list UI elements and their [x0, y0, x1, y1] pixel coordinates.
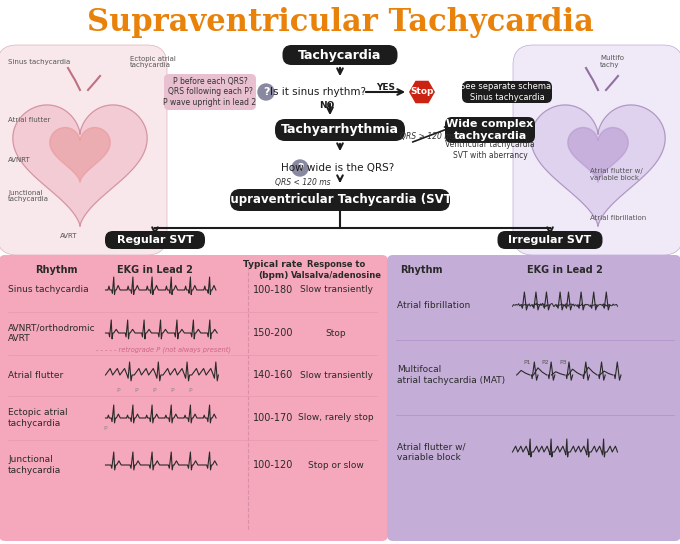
- Text: Sinus tachycardia: Sinus tachycardia: [8, 59, 70, 65]
- Text: Stop: Stop: [410, 88, 434, 96]
- Text: Multifo
tachy: Multifo tachy: [600, 55, 624, 69]
- Text: P: P: [170, 388, 174, 393]
- Text: How wide is the QRS?: How wide is the QRS?: [282, 163, 394, 173]
- FancyBboxPatch shape: [498, 231, 602, 249]
- FancyBboxPatch shape: [0, 255, 388, 541]
- Text: - - - - - retrograde P (not always present): - - - - - retrograde P (not always prese…: [95, 347, 231, 353]
- Text: P: P: [103, 425, 107, 430]
- Text: Tachyarrhythmia: Tachyarrhythmia: [281, 123, 399, 137]
- Polygon shape: [13, 105, 147, 226]
- FancyBboxPatch shape: [230, 189, 450, 211]
- Text: Slow transiently: Slow transiently: [299, 286, 373, 294]
- Text: 140-160: 140-160: [253, 370, 293, 380]
- Text: Atrial fibrillation: Atrial fibrillation: [397, 300, 471, 310]
- Text: Rhythm: Rhythm: [400, 265, 443, 275]
- Text: Tachycardia: Tachycardia: [299, 48, 381, 61]
- Circle shape: [292, 160, 308, 176]
- FancyBboxPatch shape: [282, 45, 398, 65]
- Text: Atrial flutter w/
variable block: Atrial flutter w/ variable block: [397, 442, 466, 462]
- Circle shape: [258, 84, 274, 100]
- Text: ?: ?: [296, 163, 303, 173]
- Text: P3: P3: [559, 360, 567, 364]
- Text: Supraventricular Tachycardia: Supraventricular Tachycardia: [86, 7, 594, 38]
- Text: Junctional
tachycardia: Junctional tachycardia: [8, 455, 61, 475]
- Text: Ventricular tachycardia
SVT with aberrancy: Ventricular tachycardia SVT with aberran…: [445, 140, 534, 160]
- Text: Ectopic atrial
tachycardia: Ectopic atrial tachycardia: [8, 409, 67, 428]
- Text: 150-200: 150-200: [253, 328, 293, 338]
- Text: EKG in Lead 2: EKG in Lead 2: [117, 265, 193, 275]
- Text: Multifocal
atrial tachycardia (MAT): Multifocal atrial tachycardia (MAT): [397, 366, 505, 385]
- Text: EKG in Lead 2: EKG in Lead 2: [527, 265, 603, 275]
- Polygon shape: [568, 127, 628, 182]
- Text: 100-170: 100-170: [253, 413, 293, 423]
- Text: Is it sinus rhythm?: Is it sinus rhythm?: [270, 87, 366, 97]
- Text: Atrial flutter: Atrial flutter: [8, 370, 63, 380]
- FancyBboxPatch shape: [462, 81, 552, 103]
- Text: Atrial flutter: Atrial flutter: [8, 117, 50, 123]
- Text: Supraventricular Tachycardia (SVT): Supraventricular Tachycardia (SVT): [222, 194, 458, 207]
- Polygon shape: [531, 105, 665, 226]
- Text: Sinus tachycardia: Sinus tachycardia: [8, 286, 88, 294]
- Text: Slow transiently: Slow transiently: [299, 370, 373, 380]
- Text: Slow, rarely stop: Slow, rarely stop: [299, 413, 374, 423]
- Text: Response to
Valsalva/adenosine: Response to Valsalva/adenosine: [290, 260, 381, 280]
- Text: P2: P2: [541, 360, 549, 364]
- FancyBboxPatch shape: [0, 45, 167, 255]
- FancyBboxPatch shape: [513, 45, 680, 255]
- Text: Junctional
tachycardia: Junctional tachycardia: [8, 189, 49, 202]
- Text: Stop: Stop: [326, 329, 346, 337]
- Text: P: P: [134, 388, 138, 393]
- FancyBboxPatch shape: [445, 117, 535, 143]
- Text: Irregular SVT: Irregular SVT: [509, 235, 592, 245]
- Text: P before each QRS?
QRS following each P?
P wave upright in lead 2: P before each QRS? QRS following each P?…: [163, 77, 256, 107]
- FancyBboxPatch shape: [387, 255, 680, 541]
- FancyBboxPatch shape: [164, 74, 256, 110]
- Text: Atrial fibrillation: Atrial fibrillation: [590, 215, 646, 221]
- Text: P: P: [188, 388, 192, 393]
- Text: AVNRT/orthodromic
AVRT: AVNRT/orthodromic AVRT: [8, 323, 96, 343]
- Text: QRS > 120 ms: QRS > 120 ms: [401, 133, 456, 141]
- Text: AVNRT: AVNRT: [8, 157, 31, 163]
- Text: Regular SVT: Regular SVT: [117, 235, 193, 245]
- Text: P1: P1: [523, 360, 531, 364]
- Text: AVRT: AVRT: [60, 233, 78, 239]
- Text: P: P: [152, 388, 156, 393]
- Text: Ectopic atrial
tachycardia: Ectopic atrial tachycardia: [130, 55, 176, 69]
- Text: Stop or slow: Stop or slow: [308, 461, 364, 469]
- Text: NO: NO: [320, 101, 335, 109]
- Text: YES: YES: [377, 83, 396, 92]
- Text: Atrial flutter w/
variable block: Atrial flutter w/ variable block: [590, 169, 643, 182]
- Text: P: P: [116, 388, 120, 393]
- Text: See separate schema:
Sinus tachycardia: See separate schema: Sinus tachycardia: [460, 82, 554, 102]
- FancyBboxPatch shape: [105, 231, 205, 249]
- Text: ?: ?: [262, 87, 269, 97]
- Text: Typical rate
(bpm): Typical rate (bpm): [243, 260, 303, 280]
- FancyBboxPatch shape: [275, 119, 405, 141]
- Text: Wide complex
tachycardia: Wide complex tachycardia: [446, 119, 534, 141]
- Text: QRS < 120 ms: QRS < 120 ms: [275, 177, 330, 187]
- Text: Rhythm: Rhythm: [35, 265, 78, 275]
- Text: 100-180: 100-180: [253, 285, 293, 295]
- Text: 100-120: 100-120: [253, 460, 293, 470]
- Polygon shape: [50, 127, 110, 182]
